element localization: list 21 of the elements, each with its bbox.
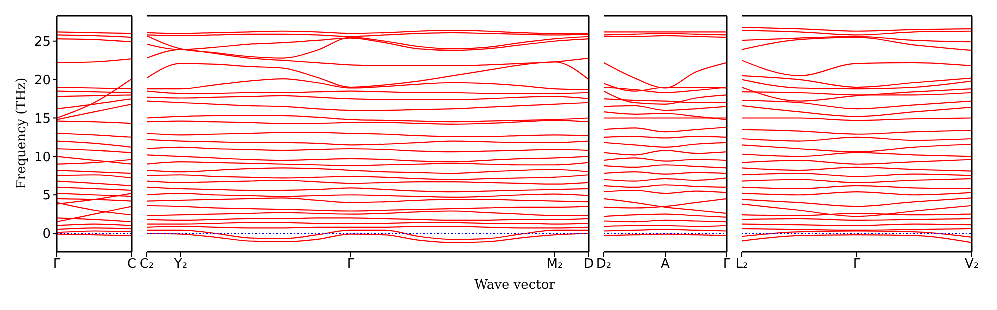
x-tick-label: D₂ [596, 257, 612, 272]
y-tick-label: 5 [42, 188, 51, 204]
x-axis-title: Wave vector [474, 278, 556, 293]
x-tick-label: M₂ [546, 257, 564, 272]
x-tick-label: C [127, 257, 137, 272]
x-tick-label: Y₂ [173, 257, 188, 272]
x-tick-label: D [584, 257, 594, 272]
y-tick-label: 10 [34, 150, 51, 166]
x-tick-label: L₂ [736, 257, 748, 272]
x-tick-label: V₂ [964, 257, 980, 272]
x-tick-label: Γ [723, 257, 732, 272]
y-tick-label: 0 [42, 227, 51, 242]
y-tick-label: 20 [34, 73, 51, 88]
x-tick-label: Γ [853, 257, 862, 272]
x-tick-label: C₂ [140, 257, 154, 272]
x-tick-label: Γ [53, 257, 62, 272]
y-tick-label: 15 [34, 112, 51, 127]
x-tick-label: Γ [347, 257, 356, 272]
y-tick-label: 25 [34, 34, 51, 50]
y-axis-title: Frequency (THz) [14, 78, 30, 190]
x-tick-label: A [661, 257, 670, 272]
